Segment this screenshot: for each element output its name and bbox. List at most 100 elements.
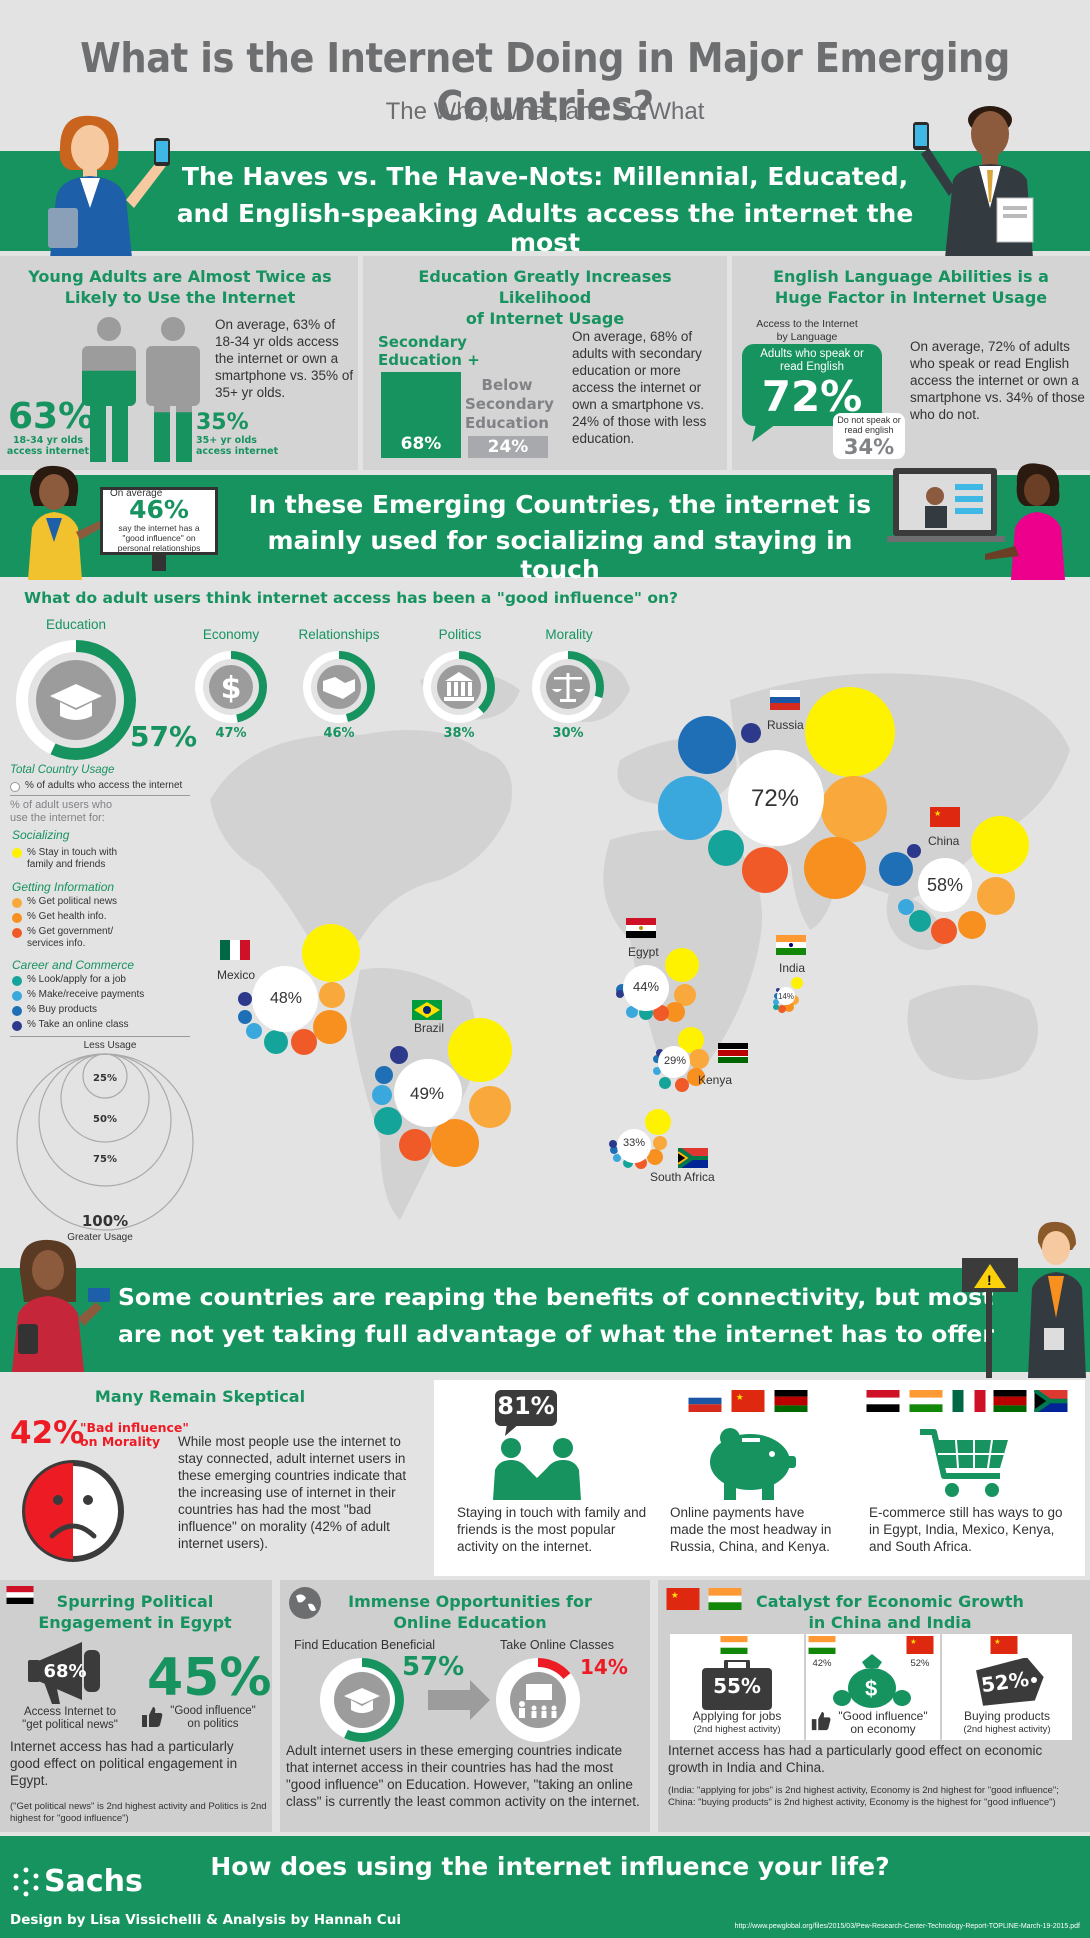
- flag-egypt-small: [866, 1390, 900, 1412]
- person-icons-young-old: [82, 317, 200, 462]
- country-name-brazil: Brazil: [414, 1021, 445, 1035]
- flag-egypt-politics: [6, 1586, 34, 1604]
- influence-donut-economy: $: [195, 651, 268, 723]
- bubble-political-news: [674, 984, 696, 1006]
- bubble-total-usage: [252, 966, 318, 1032]
- young-adults-body: On average, 63% of 18-34 yr olds access …: [215, 317, 354, 400]
- young-fill: [82, 370, 136, 462]
- online-education-body: Adult internet users in these emerging c…: [286, 1743, 640, 1809]
- economy-label: "Good influence" on economy: [838, 1709, 928, 1736]
- speak-english-label: Adults who speak or read English: [760, 348, 864, 373]
- influence-donuts: $: [16, 640, 604, 760]
- page-title: What is the Internet Doing in Major Emer…: [80, 34, 1010, 130]
- bubble-health-info: [958, 911, 986, 939]
- influence-label-economy: Economy: [202, 627, 260, 642]
- bubble-government-info: [778, 1005, 786, 1013]
- education-beneficial-pct: 57%: [402, 1652, 465, 1682]
- bubble-total-usage: [777, 987, 795, 1005]
- influence-pct-economy: 47%: [215, 726, 247, 741]
- old-label: 35+ yr olds access internet: [196, 435, 279, 457]
- bubble-cluster-india: [773, 977, 803, 1013]
- legend-career-item-2: % Make/receive payments: [27, 989, 145, 1000]
- bubble-government-info: [291, 1029, 317, 1055]
- economic-body: Internet access has had a particularly g…: [668, 1743, 1043, 1775]
- legend-dot-yellow: [12, 848, 22, 858]
- legend-total-circle: [10, 782, 20, 792]
- bubble-socializing: [805, 687, 895, 777]
- touch-text: Staying in touch with family and friends…: [457, 1505, 647, 1554]
- footer-question: How does using the internet influence yo…: [210, 1852, 890, 1881]
- legend-dot-teal: [12, 976, 22, 986]
- below-pct: 24%: [487, 437, 529, 457]
- presentation-board-stand: [152, 555, 166, 571]
- banner-benefits-line1: Some countries are reaping the benefits …: [118, 1283, 994, 1311]
- bubble-political-news: [653, 1136, 667, 1150]
- scale-75: 75%: [93, 1154, 117, 1165]
- bubble-job-search: [909, 910, 931, 932]
- young-label: 18-34 yr olds access internet: [6, 435, 90, 457]
- svg-text:★: ★: [910, 1637, 916, 1646]
- influence-label-education: Education: [45, 617, 107, 632]
- banner-haves-line2: and English-speaking Adults access the i…: [176, 199, 914, 257]
- online-classes-label: Take Online Classes: [500, 1638, 614, 1652]
- country-name-china: China: [928, 834, 960, 848]
- country-pct-kenya: 29%: [663, 1055, 687, 1067]
- bubble-government-info: [675, 1078, 689, 1092]
- flag-india-economic: [708, 1588, 742, 1610]
- flag-india: [776, 935, 806, 955]
- woman-presenter-illustration: [28, 465, 108, 580]
- country-name-south-africa: South Africa: [650, 1170, 715, 1184]
- flag-brazil: [412, 1000, 442, 1020]
- bubble-job-search: [708, 830, 744, 866]
- influence-pct-relationships: 46%: [323, 726, 355, 741]
- legend-divider-2: [10, 1036, 190, 1037]
- political-news-label: Access Internet to "get political news": [22, 1706, 118, 1731]
- jobs-pct: 55%: [713, 1674, 761, 1698]
- graduation-cap-icon: [344, 1688, 380, 1713]
- bubble-buy-products: [678, 716, 736, 774]
- flag-china: ★: [930, 807, 960, 827]
- country-pct-south-africa: 33%: [622, 1137, 646, 1149]
- education-beneficial-label: Find Education Beneficial: [294, 1638, 436, 1652]
- politics-note: ("Get political news" is 2nd highest act…: [10, 1801, 267, 1824]
- bubble-job-search: [773, 1004, 779, 1010]
- bubble-socializing: [302, 924, 360, 982]
- ecommerce-text: E-commerce still has ways to go in Egypt…: [869, 1505, 1063, 1554]
- bubble-government-info: [931, 918, 957, 944]
- bubble-online-class: [907, 844, 921, 858]
- banner-haves: [0, 151, 1090, 251]
- legend-dot-light-orange: [12, 898, 22, 908]
- legend-career-item-1: % Look/apply for a job: [27, 974, 126, 985]
- bubble-cluster-kenya: [653, 1027, 709, 1092]
- speak-english-pct: 72%: [761, 372, 863, 421]
- flag-south-africa: [678, 1148, 708, 1168]
- classroom-icon: [519, 1684, 557, 1718]
- below-bar: [468, 436, 548, 458]
- legend-info-title: Getting Information: [12, 880, 115, 894]
- influence-label-politics: Politics: [438, 627, 482, 642]
- footer-credits: Design by Lisa Vissichelli & Analysis by…: [10, 1912, 401, 1928]
- globe-icon: [289, 1587, 321, 1619]
- bubble-government-info: [653, 1005, 669, 1021]
- woman-with-credit-card-illustration: [12, 1239, 110, 1372]
- bubble-job-search: [659, 1077, 671, 1089]
- economic-title: Catalyst for Economic Growth in China and…: [756, 1592, 1024, 1632]
- average-presentation-board: [100, 487, 218, 555]
- bubble-job-search: [264, 1030, 288, 1054]
- old-pct: 35%: [196, 410, 249, 435]
- page-subtitle: The Who, What, and So What: [385, 98, 705, 125]
- svg-text:★: ★: [671, 1590, 679, 1600]
- skeptical-pct: 42%: [10, 1415, 85, 1451]
- bubble-online-class: [616, 990, 624, 998]
- country-name-mexico: Mexico: [217, 968, 256, 982]
- country-bubbles: [238, 687, 1029, 1169]
- legend-career-item-4: % Take an online class: [27, 1019, 129, 1030]
- bubble-total-usage: [658, 1046, 690, 1078]
- bubble-political-news: [977, 877, 1015, 915]
- bubble-online-class: [741, 723, 761, 743]
- banner-benefits: [0, 1268, 1090, 1372]
- china-economy-pct: 52%: [910, 1658, 930, 1669]
- bubble-political-news: [689, 1049, 709, 1069]
- bubble-total-usage: [918, 858, 972, 912]
- legend-dot-navy: [12, 1021, 22, 1031]
